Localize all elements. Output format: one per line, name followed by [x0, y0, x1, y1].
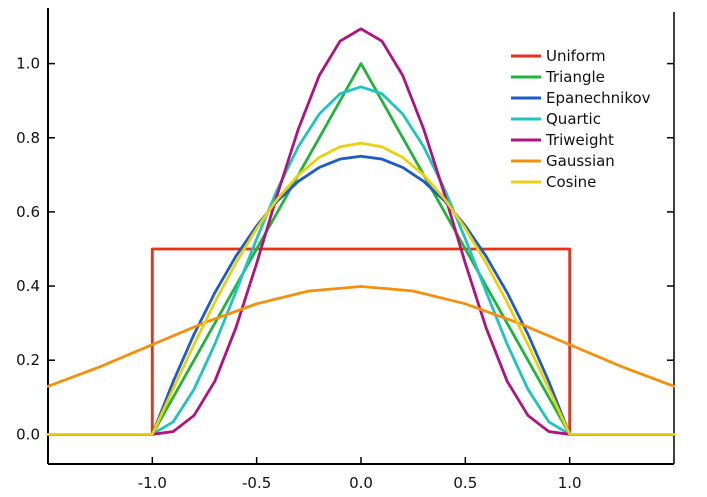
series-line-uniform [46, 247, 676, 436]
legend-label-epanechnikov: Epanechnikov [546, 89, 651, 107]
y-tick-label: 0.2 [16, 351, 40, 369]
series-line-triweight [46, 27, 676, 436]
x-tick-label: -0.5 [242, 474, 271, 492]
legend-label-quartic: Quartic [546, 110, 601, 128]
x-tick-label: 0.0 [349, 474, 373, 492]
series-line-gaussian [46, 285, 676, 388]
y-tick-label: 0.8 [16, 129, 40, 147]
legend-label-uniform: Uniform [546, 47, 606, 65]
y-tick-label: 0.0 [16, 425, 40, 443]
legend-label-triangle: Triangle [545, 68, 605, 86]
x-tick-label: -1.0 [138, 474, 167, 492]
series-lines [46, 27, 676, 436]
legend-label-triweight: Triweight [545, 131, 614, 149]
legend-label-gaussian: Gaussian [546, 152, 615, 170]
x-tick-label: 1.0 [558, 474, 582, 492]
series-line-cosine [46, 141, 676, 436]
series-line-epanechnikov [46, 154, 676, 436]
y-tick-label: 0.6 [16, 203, 40, 221]
legend-label-cosine: Cosine [546, 173, 596, 191]
axes: 0.0 0.2 0.4 0.6 0.8 1.0 -1.0 -0.5 0.0 0.5 1.0 [16, 8, 675, 492]
y-tick-label: 0.4 [16, 277, 40, 295]
legend: Uniform Triangle Epanechnikov Quartic Triwei… [511, 47, 651, 191]
y-tick-label: 1.0 [16, 55, 40, 73]
series-line-quartic [46, 85, 676, 436]
x-tick-label: 0.5 [453, 474, 477, 492]
